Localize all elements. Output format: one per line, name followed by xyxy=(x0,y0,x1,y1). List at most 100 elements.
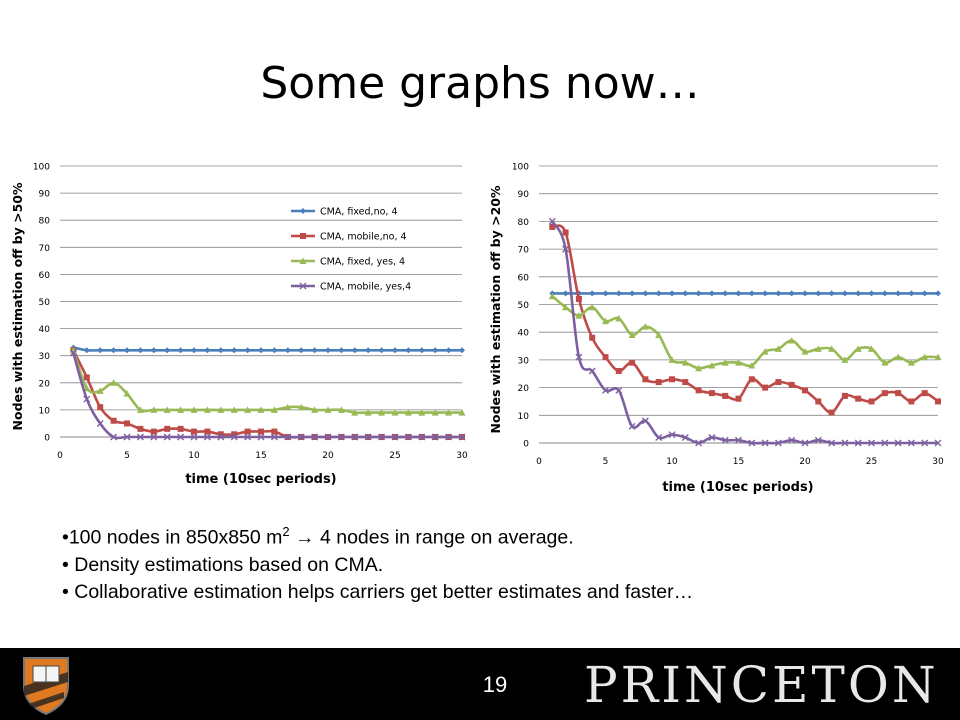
data-point xyxy=(378,409,386,416)
data-point xyxy=(163,433,171,441)
data-point xyxy=(855,395,862,402)
legend-entry: CMA, fixed, yes, 4 xyxy=(291,257,405,268)
x-tick-label: 0 xyxy=(57,451,63,461)
data-point xyxy=(418,409,426,416)
data-point xyxy=(311,433,319,441)
data-point xyxy=(602,317,609,325)
data-point xyxy=(110,347,117,354)
x-tick-label: 30 xyxy=(456,451,468,461)
legend-label: CMA, mobile, yes,4 xyxy=(320,282,411,293)
data-point xyxy=(297,403,305,411)
data-point xyxy=(325,347,331,354)
data-point xyxy=(299,282,307,290)
y-tick-label: 30 xyxy=(518,356,530,366)
x-tick-label: 10 xyxy=(188,451,200,461)
y-tick-label: 20 xyxy=(518,384,530,394)
y-tick-label: 0 xyxy=(44,434,50,444)
data-point xyxy=(629,359,636,366)
data-point xyxy=(337,406,345,413)
y-tick-label: 0 xyxy=(523,440,529,450)
data-point xyxy=(69,349,77,357)
y-tick-label: 70 xyxy=(518,246,530,256)
data-point xyxy=(217,347,224,354)
data-point xyxy=(562,229,569,236)
y-tick-label: 30 xyxy=(39,352,51,362)
data-point xyxy=(788,337,796,344)
y-tick-label: 10 xyxy=(39,406,51,416)
data-point xyxy=(177,347,184,354)
data-point xyxy=(177,433,185,441)
data-point xyxy=(124,347,130,354)
data-point xyxy=(682,290,689,297)
data-point xyxy=(300,233,306,239)
data-point xyxy=(575,312,583,319)
data-point xyxy=(761,439,769,447)
data-point xyxy=(828,290,835,297)
data-point xyxy=(365,347,372,354)
data-point xyxy=(562,290,569,297)
data-point xyxy=(761,348,769,355)
data-point xyxy=(284,433,292,441)
data-point xyxy=(881,390,888,397)
data-point xyxy=(921,390,928,397)
x-tick-label: 10 xyxy=(666,457,678,467)
y-tick-label: 100 xyxy=(33,163,50,173)
data-point xyxy=(405,347,412,354)
data-point xyxy=(244,428,251,435)
y-tick-label: 90 xyxy=(518,190,530,200)
data-point xyxy=(190,433,198,441)
data-point xyxy=(270,433,278,441)
y-tick-label: 80 xyxy=(518,218,530,228)
data-point xyxy=(124,420,130,427)
data-point xyxy=(615,290,622,297)
y-tick-label: 60 xyxy=(39,271,51,281)
data-point xyxy=(881,359,889,366)
data-point xyxy=(177,406,185,413)
series-4 xyxy=(69,349,466,441)
data-point xyxy=(628,331,636,338)
data-point xyxy=(695,439,703,447)
data-point xyxy=(231,431,238,438)
data-point xyxy=(668,431,676,439)
princeton-wordmark: PRINCETON xyxy=(584,656,939,714)
data-point xyxy=(735,290,742,297)
data-point xyxy=(735,436,742,444)
series-line xyxy=(72,349,462,415)
data-point xyxy=(774,345,782,352)
data-point xyxy=(814,345,822,352)
data-point xyxy=(562,245,570,253)
data-point xyxy=(137,347,144,354)
data-point xyxy=(445,409,453,416)
data-point xyxy=(137,425,144,432)
legend-label: CMA, mobile,no, 4 xyxy=(320,232,407,243)
data-point xyxy=(297,433,305,441)
data-point xyxy=(324,433,332,441)
data-point xyxy=(748,361,756,369)
data-point xyxy=(271,347,278,354)
data-point xyxy=(458,433,466,441)
data-point xyxy=(722,392,729,399)
data-point xyxy=(921,290,928,297)
data-point xyxy=(934,439,942,447)
data-point xyxy=(894,353,902,361)
data-point xyxy=(682,379,689,386)
data-point xyxy=(231,347,238,354)
data-point xyxy=(841,290,848,297)
data-point xyxy=(391,409,399,416)
data-point xyxy=(907,359,915,366)
data-point xyxy=(244,433,252,441)
series-3 xyxy=(69,346,466,416)
data-point xyxy=(841,392,848,399)
data-point xyxy=(695,387,702,394)
data-point xyxy=(123,390,131,397)
data-point xyxy=(136,406,144,413)
y-tick-label: 80 xyxy=(39,217,51,227)
data-point xyxy=(311,406,319,413)
y-axis-title: Nodes with estimation off by >20% xyxy=(488,185,503,433)
data-point xyxy=(841,439,849,447)
data-point xyxy=(431,433,439,441)
data-point xyxy=(177,425,184,432)
data-point xyxy=(96,419,104,427)
data-point xyxy=(378,347,385,354)
data-point xyxy=(868,345,875,352)
